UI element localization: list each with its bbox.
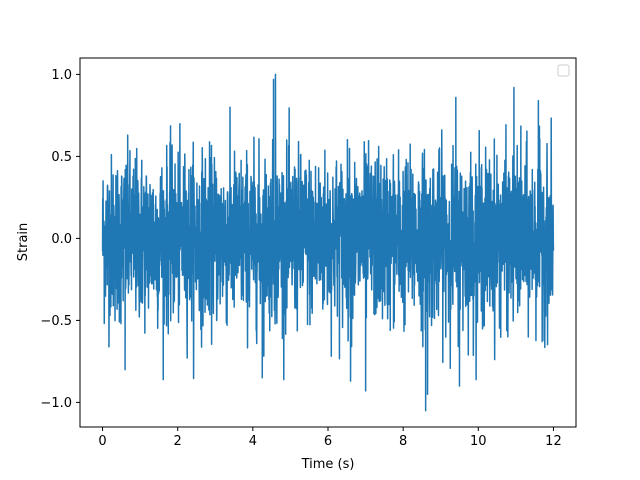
series-layer: [101, 73, 555, 412]
legend-box[interactable]: [557, 64, 570, 77]
x-tick-label: 2: [174, 434, 182, 449]
x-tick-label: 12: [545, 434, 562, 449]
x-tick-label: 10: [470, 434, 487, 449]
x-axis-label: Time (s): [301, 457, 355, 472]
strain-series-line: [101, 73, 555, 412]
x-tick-label: 4: [249, 434, 257, 449]
x-tick-label: 0: [98, 434, 106, 449]
ticks-layer: 0 2 4 6 8 10 12 −1.0 −0.5 0.0 0.5 1.0: [40, 68, 561, 449]
x-tick-label: 6: [324, 434, 332, 449]
y-tick-label: 1.0: [51, 68, 72, 83]
y-tick-label: −0.5: [40, 314, 72, 329]
y-tick-label: −1.0: [40, 396, 72, 411]
y-axis-label: Strain: [16, 223, 31, 262]
x-tick-label: 8: [399, 434, 407, 449]
y-tick-label: 0.5: [51, 150, 72, 165]
axes-frame: [79, 57, 577, 428]
y-tick-label: 0.0: [51, 232, 72, 247]
